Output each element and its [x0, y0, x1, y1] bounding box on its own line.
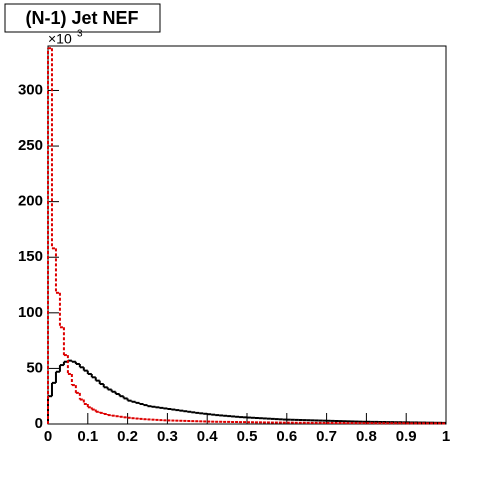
y-tick-label: 150	[18, 248, 43, 265]
y-tick-label: 0	[35, 415, 43, 432]
x-tick-label: 0.8	[356, 428, 377, 445]
x-tick-label: 0.2	[117, 428, 138, 445]
y-multiplier: ×10	[48, 31, 72, 47]
y-tick-label: 300	[18, 81, 43, 98]
y-tick-label: 50	[26, 359, 43, 376]
title-box	[4, 3, 161, 33]
y-tick-label: 250	[18, 137, 43, 154]
y-multiplier-exponent: 3	[77, 29, 83, 40]
x-tick-label: 0.4	[197, 428, 219, 445]
x-tick-label: 0.9	[396, 428, 417, 445]
x-tick-label: 0	[44, 428, 52, 445]
x-tick-label: 1	[442, 428, 450, 445]
step-connector	[47, 48, 444, 424]
y-tick-label: 200	[18, 193, 43, 210]
chart-title: (N-1) Jet NEF	[25, 8, 138, 28]
x-tick-label: 0.7	[316, 428, 337, 445]
x-tick-label: 0.1	[77, 428, 98, 445]
x-tick-label: 0.3	[157, 428, 178, 445]
y-tick-label: 100	[18, 304, 43, 321]
x-tick-label: 0.5	[237, 428, 258, 445]
x-tick-label: 0.6	[276, 428, 297, 445]
